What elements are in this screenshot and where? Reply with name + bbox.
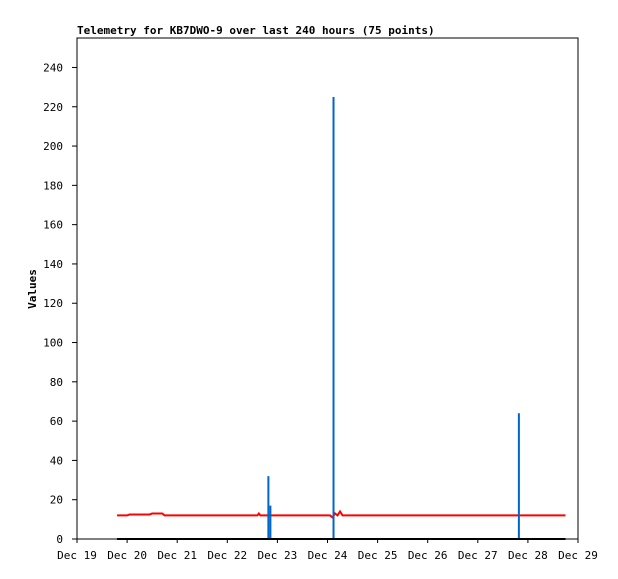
y-tick-label: 240 [43,61,63,74]
y-tick-label: 220 [43,101,63,114]
y-tick-label: 0 [56,533,63,546]
plot-frame [76,37,579,540]
x-axis: Dec 19 Dec 20 Dec 21 Dec 22 Dec 23 Dec 24 Dec … [57,539,598,562]
x-tick-label: Dec 24 [308,549,348,562]
y-tick-label: 80 [50,376,63,389]
x-tick-label: Dec 29 [558,549,598,562]
y-tick-label: 200 [43,140,63,153]
series-layer [117,96,566,540]
x-tick-label: Dec 21 [157,549,197,562]
y-tick-label: 60 [50,415,63,428]
y-axis-label: Values [26,269,39,309]
x-tick-label: Dec 20 [107,549,147,562]
x-tick-label: Dec 26 [408,549,448,562]
x-tick-label: Dec 23 [258,549,298,562]
series-line [117,509,566,519]
y-tick-label: 180 [43,179,63,192]
x-tick-label: Dec 27 [458,549,498,562]
x-tick-label: Dec 28 [508,549,548,562]
y-tick-label: 160 [43,219,63,232]
y-tick-label: 120 [43,297,63,310]
x-tick-label: Dec 19 [57,549,97,562]
chart-title: Telemetry for KB7DWO-9 over last 240 hou… [77,24,435,37]
x-tick-label: Dec 25 [358,549,398,562]
y-tick-label: 140 [43,258,63,271]
x-tick-label: Dec 22 [207,549,247,562]
y-tick-label: 20 [50,494,63,507]
y-tick-label: 40 [50,454,63,467]
y-axis: 0 20 40 60 80 100 120 140 160 180 200 220 240 [43,61,77,546]
y-tick-label: 100 [43,337,63,350]
